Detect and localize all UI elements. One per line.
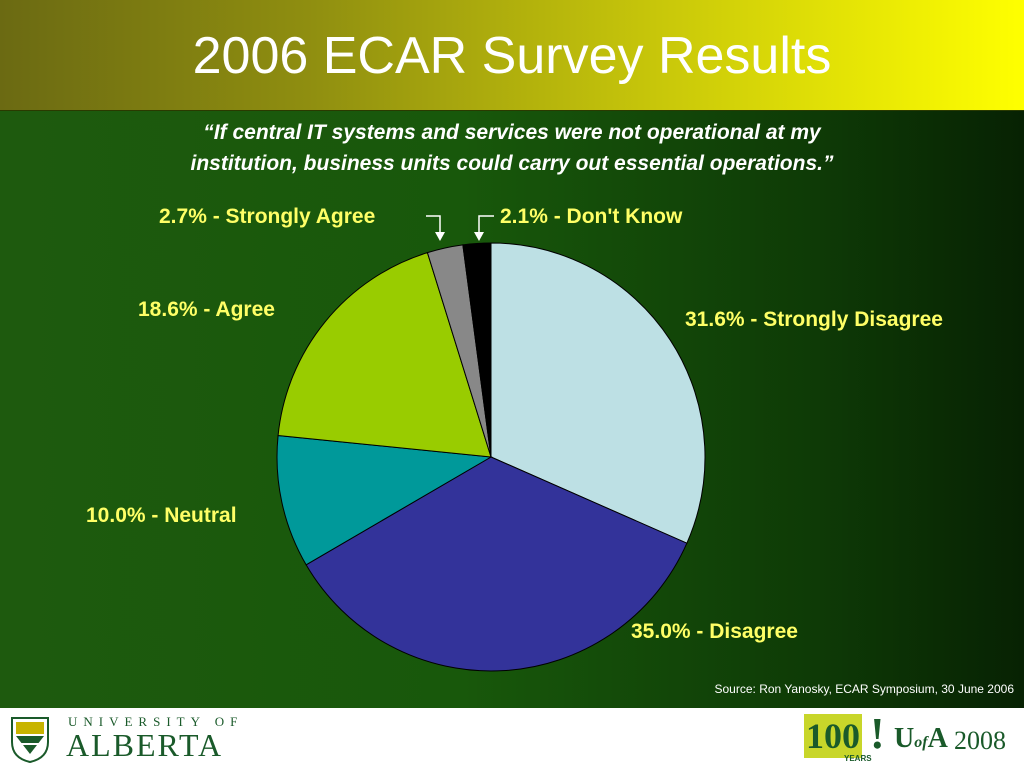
pie-slice-agree [277,252,492,458]
pie-slice-neutral [276,434,493,566]
centennial-number: 100 [804,714,862,758]
university-name-line-2: ALBERTA [66,727,224,763]
survey-question: “If central IT systems and services were… [100,117,924,179]
centennial-logo: 100 ! YEARS UofA 2008 [804,709,1014,766]
ua-short-of: of [914,734,928,751]
label-strongly-disagree: 31.6% - Strongly Disagree [685,308,943,331]
label-strongly-agree: 2.7% - Strongly Agree [159,205,376,228]
label-agree: 18.6% - Agree [138,298,275,321]
callout-strongly-agree-arrow [435,232,445,241]
university-name-line-1: UNIVERSITY OF [68,714,244,729]
centennial-years: YEARS [844,754,872,763]
callout-dont-know [478,215,494,236]
survey-question-line-1: “If central IT systems and services were… [203,121,821,144]
pie-slice-disagree [305,456,688,672]
pie-slice-dont-know [462,242,492,458]
ua-short-u: U [894,723,915,754]
label-dont-know: 2.1% - Don't Know [500,205,683,228]
university-crest-icon [11,717,49,764]
centennial-exclamation: ! [870,709,885,758]
callout-dont-know-arrow [474,232,484,241]
label-neutral: 10.0% - Neutral [86,504,237,527]
callout-strongly-agree [426,215,441,236]
slide-title: 2006 ECAR Survey Results [192,27,832,85]
label-disagree: 35.0% - Disagree [631,620,798,643]
pie-slice-strongly-disagree [490,242,706,544]
ua-short-a: A [927,723,948,754]
ua-year: 2008 [954,726,1006,755]
ua-short-mark: UofA [894,722,948,760]
title-bar [0,0,1024,111]
source-note: Source: Ron Yanosky, ECAR Symposium, 30 … [714,682,1015,696]
survey-question-line-2: institution, business units could carry … [190,152,834,175]
